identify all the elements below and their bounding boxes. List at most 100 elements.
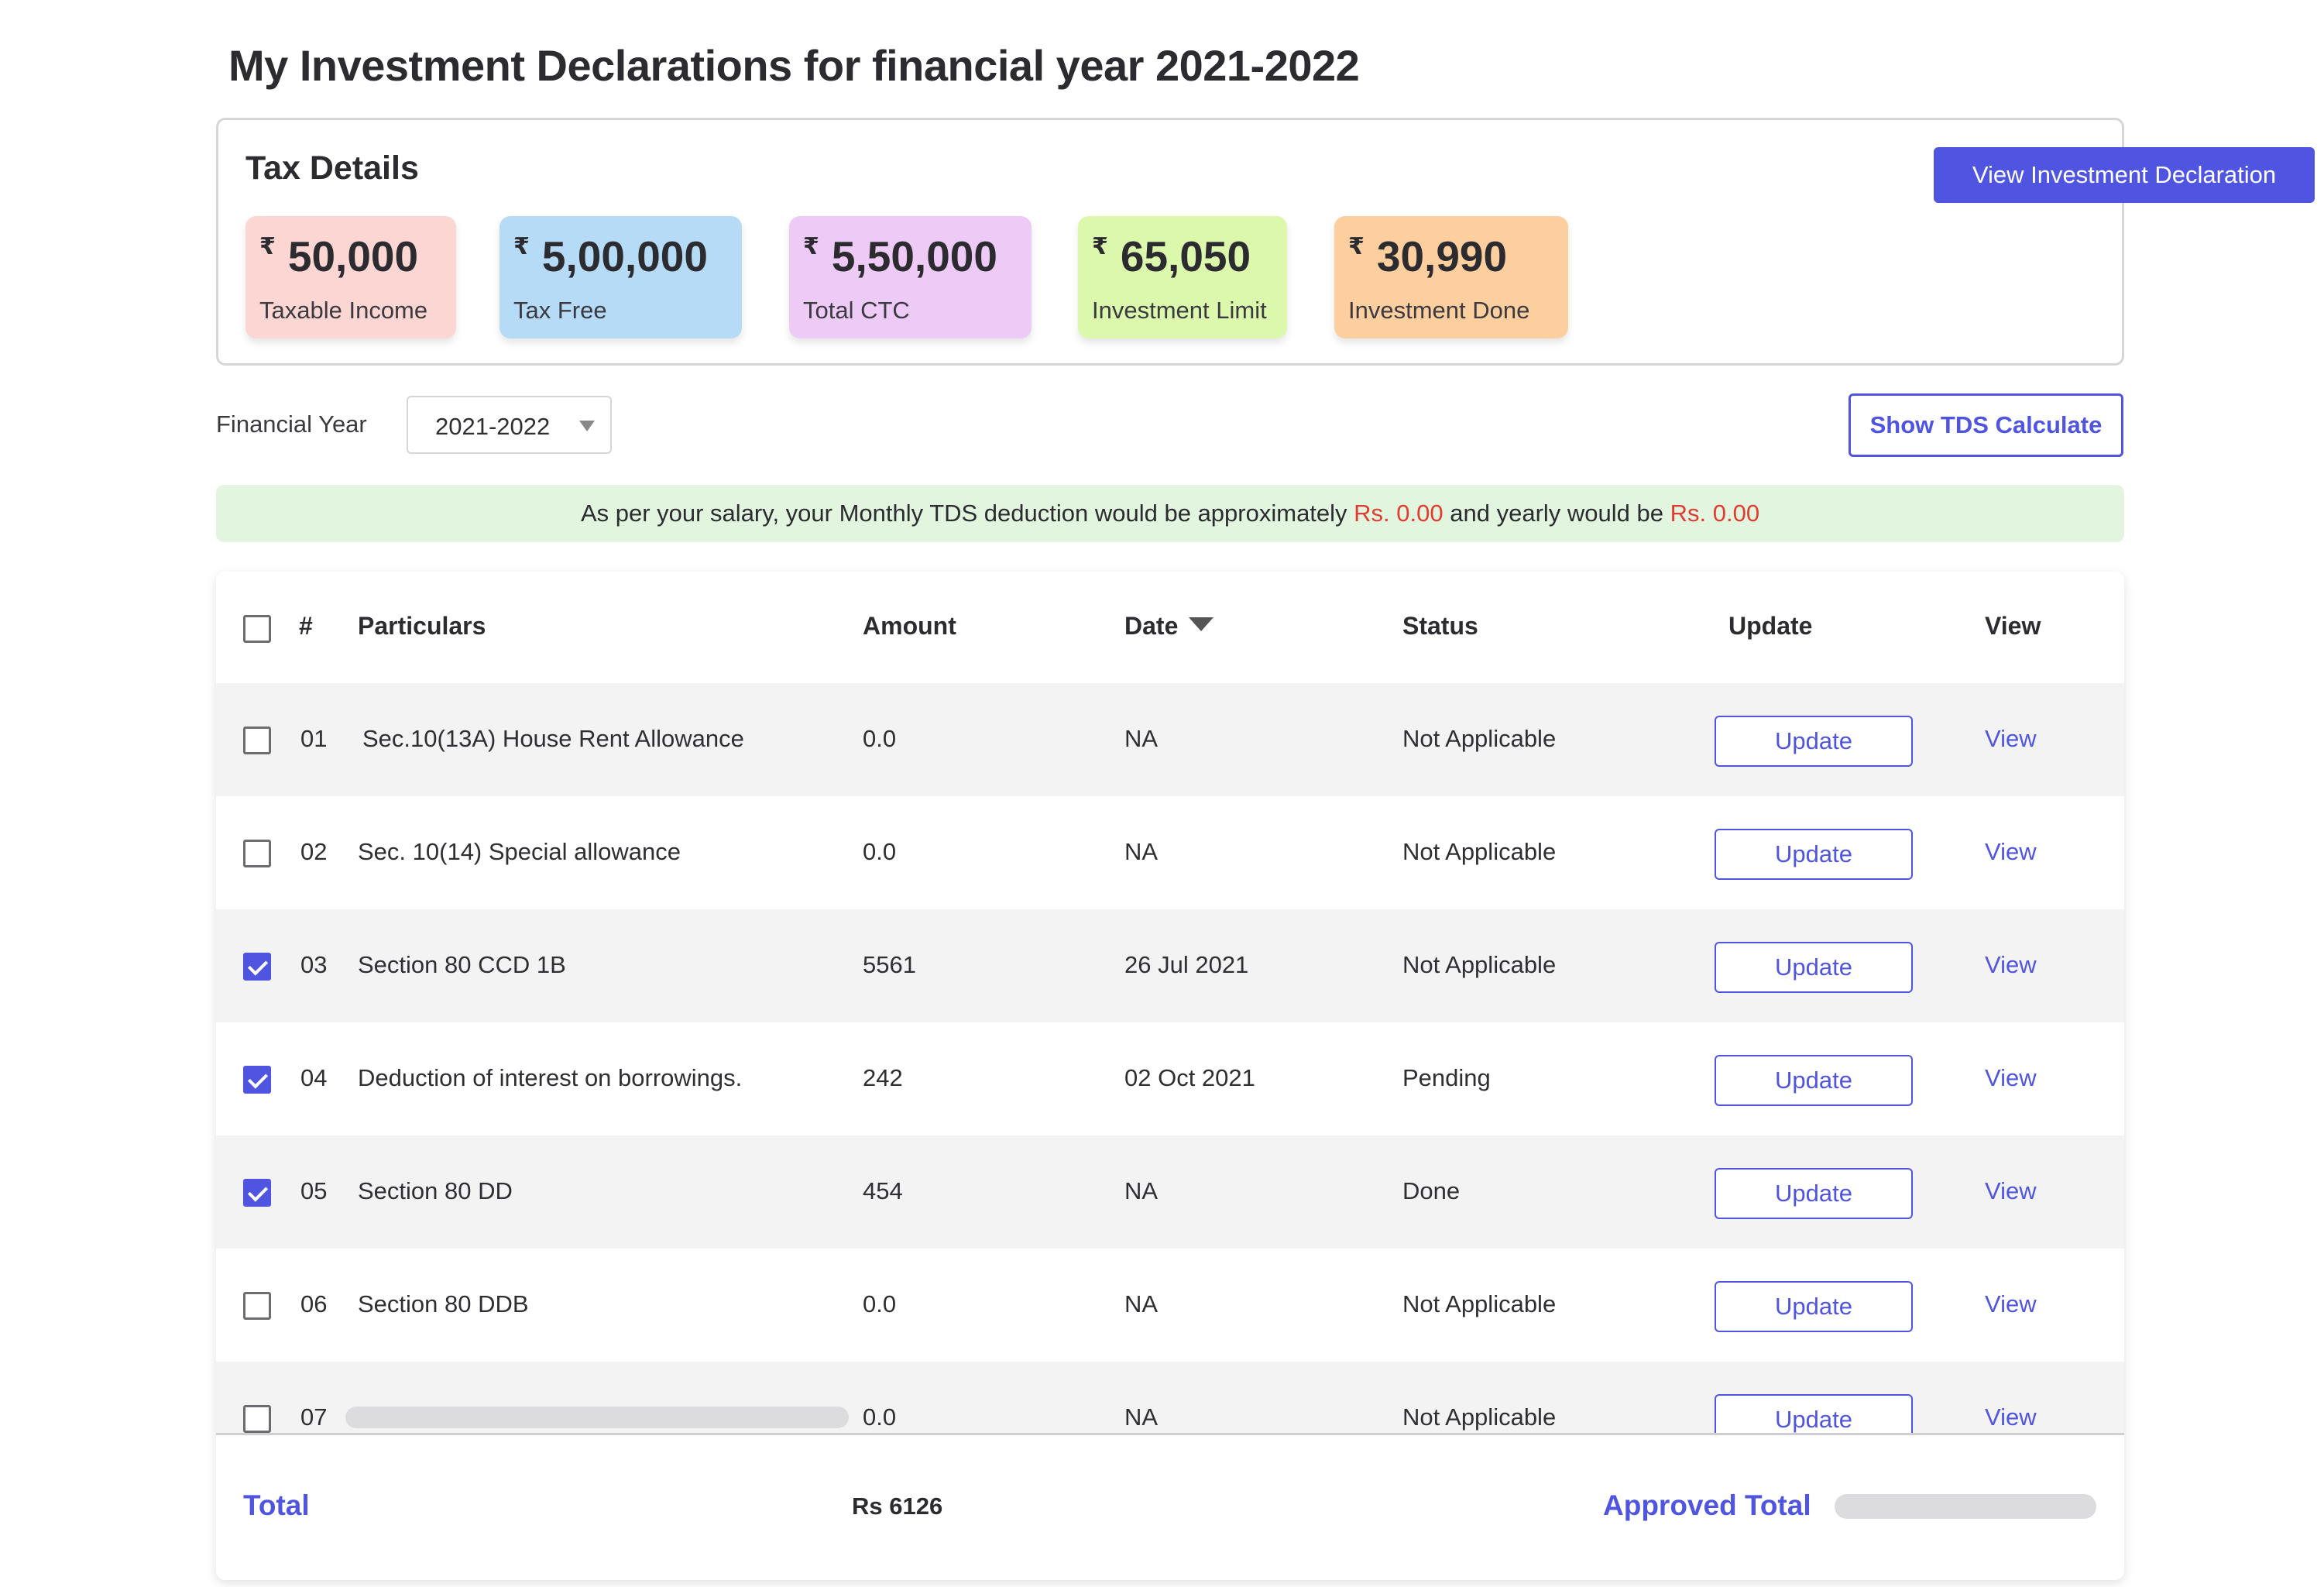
notice-monthly-amount: Rs. 0.00 xyxy=(1354,500,1443,527)
row-number: 04 xyxy=(300,1064,328,1091)
row-date: NA xyxy=(1124,1177,1159,1204)
row-date: NA xyxy=(1124,838,1159,865)
header-amount: Amount xyxy=(863,612,956,640)
stat-tax-free: ₹5,00,000 Tax Free xyxy=(499,216,742,338)
notice-middle: and yearly would be xyxy=(1450,500,1663,527)
row-checkbox[interactable] xyxy=(243,1292,271,1320)
tax-details-card: Tax Details View Investment Declaration … xyxy=(216,118,2315,366)
table-row: 01 Sec.10(13A) House Rent Allowance 0.0 … xyxy=(216,683,2124,796)
financial-year-select[interactable]: 2021-2022 xyxy=(407,396,612,454)
row-number: 03 xyxy=(300,951,328,978)
row-status: Not Applicable xyxy=(1402,838,1557,865)
update-button[interactable]: Update xyxy=(1715,1055,1913,1106)
row-checkbox-checked[interactable] xyxy=(243,1179,271,1207)
approved-total-label: Approved Total xyxy=(1603,1489,1811,1521)
stat-label: Taxable Income xyxy=(259,297,428,324)
table-row: 05 Section 80 DD 454 NA Done Update View xyxy=(216,1135,2124,1249)
show-tds-calculate-button[interactable]: Show TDS Calculate xyxy=(1849,393,2123,457)
row-amount: 242 xyxy=(863,1064,903,1091)
redacted-particulars xyxy=(345,1407,849,1428)
table-row: 06 Section 80 DDB 0.0 NA Not Applicable … xyxy=(216,1249,2124,1362)
table-header: # Particulars Amount Date Status Update … xyxy=(216,572,2124,683)
header-particulars: Particulars xyxy=(358,612,486,640)
stat-value: 5,50,000 xyxy=(831,232,997,280)
row-particulars: Section 80 CCD 1B xyxy=(358,951,566,978)
rupee-icon: ₹ xyxy=(1348,234,1365,259)
view-link[interactable]: View xyxy=(1985,1064,2037,1091)
page-title: My Investment Declarations for financial… xyxy=(228,41,1360,90)
view-link[interactable]: View xyxy=(1985,1177,2037,1204)
row-checkbox-checked[interactable] xyxy=(243,953,271,981)
row-date: NA xyxy=(1124,1290,1159,1317)
row-particulars: Section 80 DDB xyxy=(358,1290,529,1317)
table-row: 04 Deduction of interest on borrowings. … xyxy=(216,1022,2124,1135)
table-divider xyxy=(216,1433,2124,1435)
row-number: 01 xyxy=(300,725,328,752)
row-number: 05 xyxy=(300,1177,328,1204)
notice-prefix: As per your salary, your Monthly TDS ded… xyxy=(580,500,1347,527)
stat-investment-limit: ₹65,050 Investment Limit xyxy=(1078,216,1287,338)
rupee-icon: ₹ xyxy=(1092,234,1108,259)
stat-label: Tax Free xyxy=(513,297,607,324)
view-link[interactable]: View xyxy=(1985,1403,2037,1431)
table-footer: Total Rs 6126 Approved Total xyxy=(216,1435,2124,1580)
view-link[interactable]: View xyxy=(1985,838,2037,865)
header-view: View xyxy=(1985,612,2041,640)
header-date-label: Date xyxy=(1124,612,1179,640)
row-amount: 0.0 xyxy=(863,1403,897,1431)
stat-value: 30,990 xyxy=(1376,232,1508,280)
view-link[interactable]: View xyxy=(1985,725,2037,752)
stat-label: Investment Done xyxy=(1348,297,1530,324)
total-label: Total xyxy=(243,1489,310,1521)
view-investment-declaration-button[interactable]: View Investment Declaration xyxy=(1934,147,2315,203)
view-link[interactable]: View xyxy=(1985,1290,2037,1317)
update-button[interactable]: Update xyxy=(1715,829,1913,880)
rupee-icon: ₹ xyxy=(803,234,819,259)
update-button[interactable]: Update xyxy=(1715,1168,1913,1219)
row-date: 26 Jul 2021 xyxy=(1124,951,1249,978)
financial-year-value: 2021-2022 xyxy=(435,413,551,440)
row-checkbox[interactable] xyxy=(243,840,271,867)
stat-investment-done: ₹30,990 Investment Done xyxy=(1334,216,1568,338)
header-index: # xyxy=(299,612,313,640)
approved-total-redacted xyxy=(1835,1494,2096,1519)
stat-value: 50,000 xyxy=(287,232,419,280)
stat-total-ctc: ₹5,50,000 Total CTC xyxy=(789,216,1032,338)
table-body: 01 Sec.10(13A) House Rent Allowance 0.0 … xyxy=(216,572,2124,1435)
update-button[interactable]: Update xyxy=(1715,1394,1913,1435)
row-number: 02 xyxy=(300,838,328,865)
stat-taxable-income: ₹50,000 Taxable Income xyxy=(245,216,456,338)
update-button[interactable]: Update xyxy=(1715,942,1913,993)
row-checkbox[interactable] xyxy=(243,1405,271,1433)
stat-label: Total CTC xyxy=(803,297,910,324)
row-particulars: Sec.10(13A) House Rent Allowance xyxy=(362,725,744,752)
row-date: NA xyxy=(1124,725,1159,752)
row-amount: 454 xyxy=(863,1177,903,1204)
row-status: Not Applicable xyxy=(1402,1403,1557,1431)
tds-notice-banner: As per your salary, your Monthly TDS ded… xyxy=(216,485,2124,542)
header-date[interactable]: Date xyxy=(1124,612,1214,641)
update-button[interactable]: Update xyxy=(1715,1281,1913,1332)
view-link[interactable]: View xyxy=(1985,951,2037,978)
row-status: Done xyxy=(1402,1177,1461,1204)
row-status: Not Applicable xyxy=(1402,951,1557,978)
row-amount: 0.0 xyxy=(863,725,897,752)
select-all-checkbox[interactable] xyxy=(243,615,271,643)
rupee-icon: ₹ xyxy=(259,234,276,259)
row-amount: 0.0 xyxy=(863,1290,897,1317)
notice-yearly-amount: Rs. 0.00 xyxy=(1670,500,1760,527)
row-status: Not Applicable xyxy=(1402,1290,1557,1317)
row-number: 07 xyxy=(300,1403,328,1431)
row-amount: 5561 xyxy=(863,951,916,978)
row-checkbox[interactable] xyxy=(243,727,271,754)
sort-down-icon xyxy=(1189,617,1214,631)
update-button[interactable]: Update xyxy=(1715,716,1913,767)
total-value: Rs 6126 xyxy=(852,1493,943,1520)
row-status: Not Applicable xyxy=(1402,725,1557,752)
row-checkbox-checked[interactable] xyxy=(243,1066,271,1094)
table-row: 03 Section 80 CCD 1B 5561 26 Jul 2021 No… xyxy=(216,909,2124,1022)
row-number: 06 xyxy=(300,1290,328,1317)
row-date: NA xyxy=(1124,1403,1159,1431)
row-date: 02 Oct 2021 xyxy=(1124,1064,1255,1091)
row-particulars: Sec. 10(14) Special allowance xyxy=(358,838,681,865)
